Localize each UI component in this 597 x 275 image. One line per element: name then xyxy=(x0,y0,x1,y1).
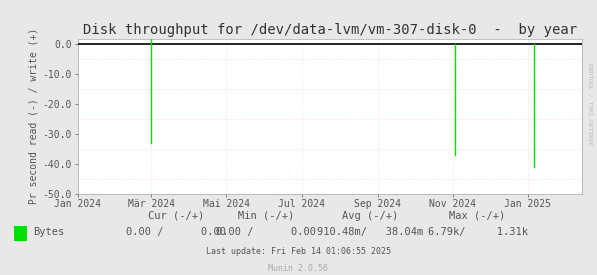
Text: 0.00 /      0.00: 0.00 / 0.00 xyxy=(126,227,226,237)
Text: RRDTOOL / TOBI OETIKER: RRDTOOL / TOBI OETIKER xyxy=(588,63,593,146)
Text: Avg (-/+): Avg (-/+) xyxy=(342,211,398,221)
Text: 910.48m/   38.04m: 910.48m/ 38.04m xyxy=(317,227,423,237)
Text: Cur (-/+): Cur (-/+) xyxy=(148,211,204,221)
Y-axis label: Pr second read (-) / write (+): Pr second read (-) / write (+) xyxy=(29,28,39,204)
Text: Last update: Fri Feb 14 01:06:55 2025: Last update: Fri Feb 14 01:06:55 2025 xyxy=(206,247,391,256)
Text: 6.79k/     1.31k: 6.79k/ 1.31k xyxy=(427,227,528,237)
Text: Bytes: Bytes xyxy=(33,227,64,237)
Title: Disk throughput for /dev/data-lvm/vm-307-disk-0  -  by year: Disk throughput for /dev/data-lvm/vm-307… xyxy=(83,23,577,37)
Text: 0.00 /      0.00: 0.00 / 0.00 xyxy=(216,227,316,237)
Text: Max (-/+): Max (-/+) xyxy=(450,211,506,221)
Text: Munin 2.0.56: Munin 2.0.56 xyxy=(269,265,328,273)
Text: Min (-/+): Min (-/+) xyxy=(238,211,294,221)
